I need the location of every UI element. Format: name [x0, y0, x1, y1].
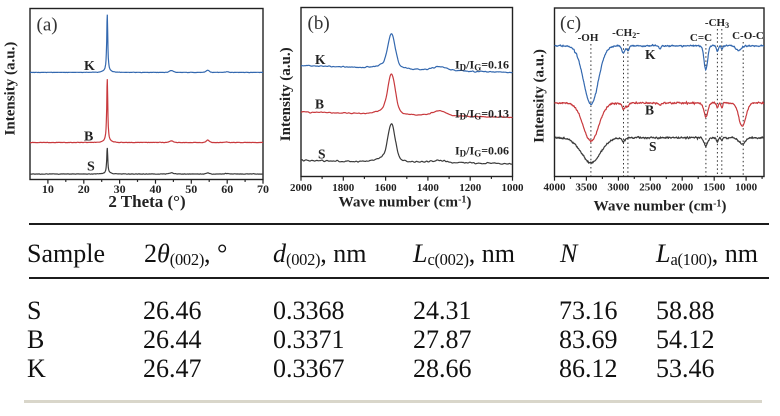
- svg-text:S: S: [649, 139, 657, 154]
- svg-text:-OH: -OH: [578, 32, 599, 44]
- svg-text:Wave number (cm-1): Wave number (cm-1): [339, 194, 472, 211]
- svg-text:3000: 3000: [607, 182, 630, 194]
- svg-text:30: 30: [114, 182, 126, 196]
- svg-text:1200: 1200: [459, 182, 482, 194]
- svg-text:4000: 4000: [544, 182, 567, 194]
- svg-text:Intensity (a.u.): Intensity (a.u.): [2, 42, 18, 136]
- svg-text:K: K: [645, 47, 656, 62]
- svg-text:1600: 1600: [375, 182, 398, 194]
- svg-text:1000: 1000: [735, 182, 758, 194]
- svg-text:K: K: [84, 59, 95, 74]
- svg-text:B: B: [84, 130, 93, 145]
- svg-text:C-O-C: C-O-C: [732, 30, 764, 42]
- svg-text:S: S: [87, 160, 95, 175]
- svg-text:ID/IG=0.13: ID/IG=0.13: [455, 107, 509, 122]
- svg-text:1800: 1800: [332, 182, 355, 194]
- svg-text:50: 50: [185, 182, 197, 196]
- svg-text:(b): (b): [308, 13, 330, 34]
- svg-text:40: 40: [150, 182, 162, 196]
- svg-text:(a): (a): [37, 15, 58, 36]
- svg-text:2 Theta (°): 2 Theta (°): [108, 192, 185, 211]
- svg-text:C=C: C=C: [690, 32, 712, 44]
- svg-text:K: K: [315, 52, 326, 67]
- svg-text:1400: 1400: [417, 182, 440, 194]
- svg-text:ID/IG=0.06: ID/IG=0.06: [455, 144, 509, 159]
- svg-text:-CH2-: -CH2-: [612, 27, 640, 40]
- svg-text:Wave number (cm-1): Wave number (cm-1): [594, 198, 727, 215]
- svg-text:1500: 1500: [703, 182, 726, 194]
- svg-text:Intensity (a.u.): Intensity (a.u.): [532, 49, 548, 143]
- svg-text:10: 10: [42, 182, 54, 196]
- svg-text:ID/IG=0.16: ID/IG=0.16: [455, 58, 509, 73]
- svg-text:2500: 2500: [639, 182, 662, 194]
- svg-text:S: S: [318, 147, 326, 162]
- svg-text:B: B: [315, 97, 324, 112]
- svg-text:(c): (c): [560, 13, 581, 34]
- svg-text:Intensity (a.u.): Intensity (a.u.): [278, 47, 294, 141]
- svg-text:1000: 1000: [502, 182, 525, 194]
- svg-text:B: B: [645, 103, 654, 118]
- svg-text:2000: 2000: [671, 182, 694, 194]
- svg-text:20: 20: [78, 182, 90, 196]
- svg-text:70: 70: [257, 182, 269, 196]
- svg-text:-CH3: -CH3: [705, 17, 729, 30]
- svg-text:60: 60: [221, 182, 233, 196]
- svg-text:2000: 2000: [290, 182, 313, 194]
- svg-text:3500: 3500: [575, 182, 598, 194]
